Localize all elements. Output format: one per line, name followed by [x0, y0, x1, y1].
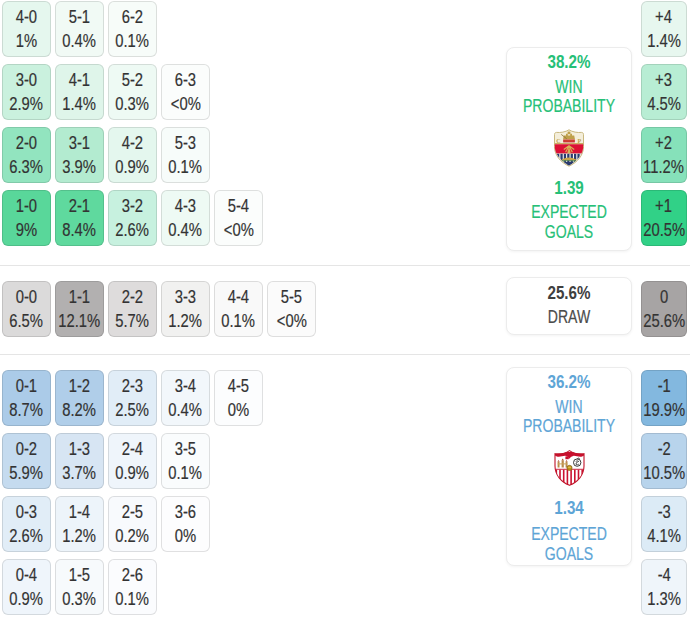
- svg-text:C: C: [556, 138, 560, 144]
- svg-text:P: P: [577, 138, 581, 144]
